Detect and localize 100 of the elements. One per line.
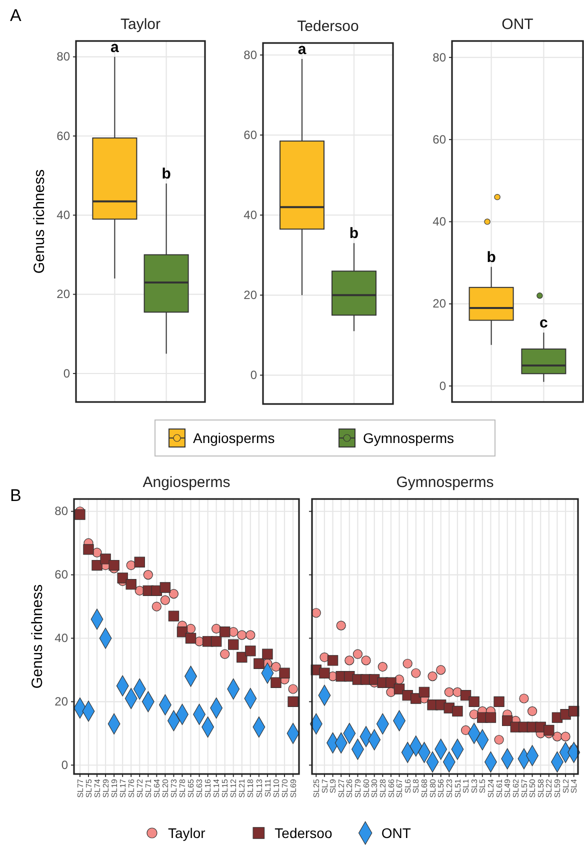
annotation: b: [162, 166, 171, 182]
point: [344, 656, 354, 666]
x-tick-label: SL9: [328, 778, 338, 794]
point: [436, 665, 446, 675]
point: [246, 630, 256, 640]
y-tick-label: 20: [244, 288, 258, 302]
x-tick-label: SL25: [312, 778, 321, 798]
x-tick-label: SL28: [378, 778, 388, 798]
y-axis-title: Genus richness: [31, 169, 48, 274]
point: [386, 677, 396, 688]
x-tick-label: SL60: [362, 778, 371, 798]
y-tick-label: 0: [439, 378, 446, 393]
point: [271, 662, 281, 672]
point: [460, 725, 471, 736]
x-tick-label: SL16: [204, 778, 213, 798]
y-tick-label: 80: [244, 48, 258, 62]
point: [288, 696, 298, 708]
y-tick-label: 0: [61, 758, 68, 772]
legend-label: Gymnosperms: [363, 430, 454, 446]
point: [402, 658, 412, 668]
point: [444, 687, 454, 697]
point: [279, 668, 290, 678]
x-tick-label: SL70: [280, 778, 290, 798]
x-tick-label: SL5: [478, 778, 488, 794]
x-tick-label: SL12: [229, 778, 238, 798]
y-tick-label: 60: [432, 132, 446, 146]
y-axis-title: Genus richness: [29, 584, 46, 689]
x-tick-label: SL20: [160, 778, 170, 798]
legend-label: ONT: [381, 824, 412, 841]
x-tick-label: SL49: [503, 778, 512, 798]
text: A: [10, 6, 22, 25]
x-tick-label: SL78: [178, 778, 188, 798]
point: [126, 578, 136, 590]
x-tick-label: SL80: [428, 778, 438, 798]
x-tick-label: SL57: [520, 778, 529, 798]
y-tick-label: 40: [54, 631, 68, 646]
point: [494, 696, 504, 708]
point: [468, 696, 480, 708]
annotation: c: [540, 314, 548, 332]
chart-title: ONT: [502, 16, 534, 33]
point: [100, 554, 111, 564]
x-tick-label: SL69: [288, 778, 298, 798]
chart-title: Gymnosperms: [396, 474, 494, 491]
point: [74, 509, 86, 520]
chart-title: Tedersoo: [297, 18, 359, 35]
x-tick-label: SL73: [170, 778, 179, 798]
x-tick-label: SL68: [420, 778, 430, 798]
x-tick-label: SL61: [494, 778, 504, 798]
y-tick-label: 80: [432, 50, 446, 64]
point: [560, 732, 570, 742]
x-tick-label: SL14: [212, 778, 222, 798]
y-tick-label: 20: [56, 287, 70, 302]
point: [117, 572, 128, 584]
point: [544, 724, 554, 736]
point: [108, 560, 120, 571]
annotation: a: [298, 41, 307, 58]
point: [168, 589, 179, 599]
y-tick-label: 60: [56, 128, 70, 143]
point: [236, 652, 248, 663]
x-tick-label: SL24: [486, 778, 496, 798]
x-tick-label: SL13: [254, 778, 264, 798]
x-tick-label: SL79: [354, 778, 363, 798]
point: [152, 602, 162, 612]
y-tick-label: 40: [432, 214, 446, 229]
x-tick-label: SL1: [462, 778, 471, 794]
x-tick-label: SL8: [412, 778, 421, 794]
x-tick-label: SL27: [336, 778, 346, 798]
x-tick-label: SL72: [135, 778, 144, 798]
point: [254, 658, 264, 669]
point: [220, 649, 230, 659]
x-tick-label: SL7: [320, 778, 330, 794]
point: [494, 734, 504, 745]
x-tick-label: SL51: [453, 778, 462, 798]
legend-label: Tedersoo: [274, 824, 332, 841]
point: [327, 655, 338, 666]
point: [186, 624, 196, 634]
y-tick-label: 0: [250, 368, 258, 382]
x-tick-label: SL71: [144, 778, 153, 798]
annotation: b: [486, 248, 496, 266]
chart-title: Angiosperms: [142, 474, 230, 491]
x-tick-label: SL21: [238, 778, 247, 798]
point: [160, 582, 171, 593]
y-tick-label: 0: [63, 366, 70, 380]
point: [92, 560, 102, 571]
point: [237, 630, 247, 640]
point: [168, 610, 180, 622]
y-tick-label: 20: [432, 296, 446, 311]
x-tick-label: SL4: [570, 778, 579, 794]
x-tick-label: SL56: [436, 778, 446, 798]
chart-title: Taylor: [120, 16, 161, 33]
point: [552, 732, 562, 742]
x-tick-label: SL64: [152, 778, 162, 798]
point: [410, 693, 422, 704]
point: [519, 694, 529, 704]
x-tick-label: SL18: [246, 778, 256, 798]
x-tick-label: SL62: [511, 778, 520, 798]
x-tick-label: SL26: [345, 778, 354, 798]
point: [220, 626, 230, 638]
x-tick-label: SL65: [186, 778, 196, 798]
point: [228, 639, 239, 650]
